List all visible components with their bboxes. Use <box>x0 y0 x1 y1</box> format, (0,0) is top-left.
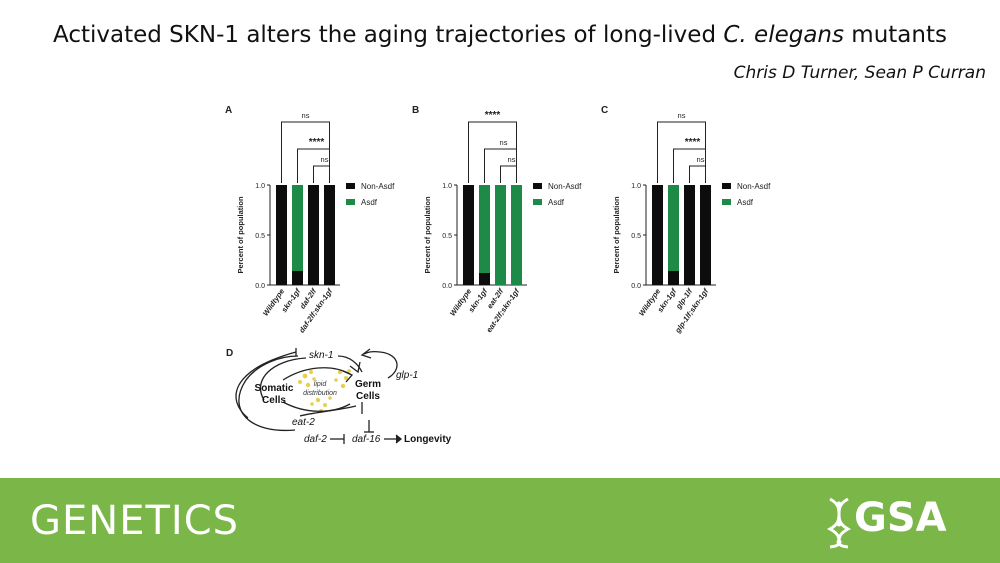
label-skn1: skn-1 <box>309 350 333 361</box>
diagram-panel-d: D skn-1 Somatic Cells lipid distr <box>226 348 452 445</box>
panel-label-d: D <box>226 348 233 359</box>
bar-asdf <box>668 185 679 271</box>
footer-bar: GENETICS GSA <box>0 478 1000 563</box>
label-daf2: daf-2 <box>304 434 327 445</box>
significance-label: ns <box>302 111 310 120</box>
label-somatic-cells: Cells <box>262 395 286 406</box>
y-tick-label: 0.0 <box>631 283 641 290</box>
panel-label-b: B <box>412 105 419 116</box>
bar-non-asdf <box>463 185 474 285</box>
y-tick-label: 1.0 <box>631 183 641 190</box>
label-longevity: Longevity <box>404 434 452 445</box>
label-lipid: lipid <box>314 381 328 388</box>
legend-swatch-non-asdf <box>346 183 355 189</box>
y-axis-label: Percent of population <box>612 196 621 274</box>
legend-label: Non-Asdf <box>548 182 582 191</box>
arrow-skn1-somatic <box>259 357 307 401</box>
label-germ-cells: Cells <box>356 391 380 402</box>
bar-asdf <box>292 185 303 271</box>
y-axis-label: Percent of population <box>423 196 432 274</box>
y-tick-label: 0.5 <box>442 233 452 240</box>
bar-non-asdf <box>324 185 335 285</box>
lipid-dots <box>298 369 351 413</box>
significance-bracket <box>500 165 517 183</box>
journal-name: GENETICS <box>30 498 240 544</box>
inhibition-loop-daf2 <box>238 355 299 432</box>
panel-label-a: A <box>225 105 232 116</box>
y-tick-label: 0.5 <box>255 233 265 240</box>
y-tick-label: 1.0 <box>255 183 265 190</box>
y-tick-label: 0.0 <box>255 283 265 290</box>
arrowhead-skn1-germ <box>349 361 361 374</box>
logo-text: GSA <box>854 495 947 541</box>
title-species: C. elegans <box>723 22 844 48</box>
significance-bracket <box>689 165 706 183</box>
bar-non-asdf <box>684 185 695 285</box>
significance-label: ns <box>678 111 686 120</box>
label-daf16: daf-16 <box>352 434 381 445</box>
bar-asdf <box>495 185 506 285</box>
legend-swatch-asdf <box>533 199 542 205</box>
label-eat2: eat-2 <box>292 417 315 428</box>
panel-label-c: C <box>601 105 608 116</box>
label-somatic: Somatic <box>255 383 294 394</box>
authors: Chris D Turner, Sean P Curran <box>733 63 986 83</box>
bar-non-asdf <box>700 185 711 285</box>
bar-non-asdf <box>292 271 303 285</box>
arrow-skn1-germ <box>337 355 363 373</box>
y-axis-label: Percent of population <box>236 196 245 274</box>
label-glp1: glp-1 <box>396 370 418 381</box>
legend-label: Asdf <box>361 198 378 207</box>
title-end: mutants <box>844 22 947 48</box>
significance-label: **** <box>309 137 325 148</box>
significance-label: **** <box>685 137 701 148</box>
legend-label: Asdf <box>548 198 565 207</box>
bar-asdf <box>479 185 490 273</box>
legend-label: Asdf <box>737 198 754 207</box>
significance-label: ns <box>697 155 705 164</box>
y-tick-label: 0.0 <box>442 283 452 290</box>
legend-swatch-asdf <box>346 199 355 205</box>
significance-label: ns <box>508 155 516 164</box>
significance-label: **** <box>485 110 501 121</box>
legend-swatch-asdf <box>722 199 731 205</box>
bar-asdf <box>511 185 522 285</box>
dna-icon <box>826 497 852 549</box>
arrow-somatic-germ-bottom <box>282 401 351 412</box>
slide-title: Activated SKN-1 alters the aging traject… <box>0 22 1000 48</box>
arrowhead-glp1 <box>360 348 372 359</box>
bar-non-asdf <box>308 185 319 285</box>
bar-non-asdf <box>668 271 679 285</box>
arrowhead-somatic-germ <box>342 370 354 383</box>
inhibition-eat2-germ <box>299 405 357 417</box>
title-text: Activated SKN-1 alters the aging traject… <box>53 22 724 48</box>
y-tick-label: 1.0 <box>442 183 452 190</box>
significance-bracket <box>313 165 330 183</box>
arrowhead-longevity <box>395 434 403 444</box>
significance-label: ns <box>321 155 329 164</box>
label-distribution: distribution <box>303 390 337 397</box>
significance-label: ns <box>500 138 508 147</box>
y-tick-label: 0.5 <box>631 233 641 240</box>
legend-label: Non-Asdf <box>361 182 395 191</box>
label-germ: Germ <box>355 379 381 390</box>
bar-non-asdf <box>652 185 663 285</box>
legend-swatch-non-asdf <box>533 183 542 189</box>
legend-swatch-non-asdf <box>722 183 731 189</box>
arrow-glp1-loop <box>363 350 398 379</box>
bar-non-asdf <box>276 185 287 285</box>
gsa-logo: GSA <box>826 491 966 551</box>
legend-label: Non-Asdf <box>737 182 771 191</box>
bar-non-asdf <box>479 273 490 285</box>
